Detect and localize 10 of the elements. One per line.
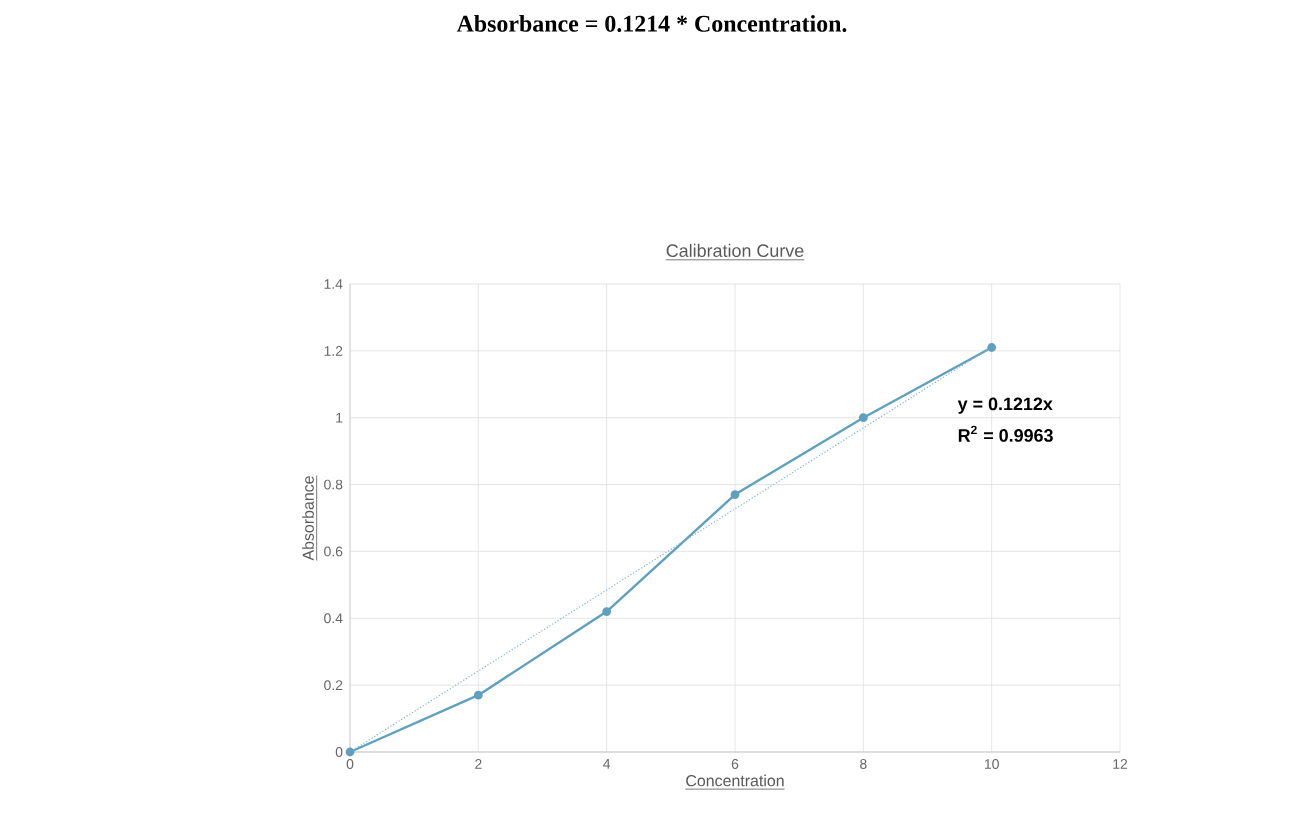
point [602,607,612,616]
chart-subtitle: Calibration Curve [666,243,804,258]
point [858,413,868,423]
annotation: R$^{2}$ = 0.9963 [958,425,1053,442]
point [987,343,997,352]
chart-title: Absorbance = 0.1214 * Concentration. [456,15,847,32]
point [730,490,740,499]
point [345,747,355,757]
point [473,690,483,700]
annotation: y = 0.1212x [957,397,1053,414]
